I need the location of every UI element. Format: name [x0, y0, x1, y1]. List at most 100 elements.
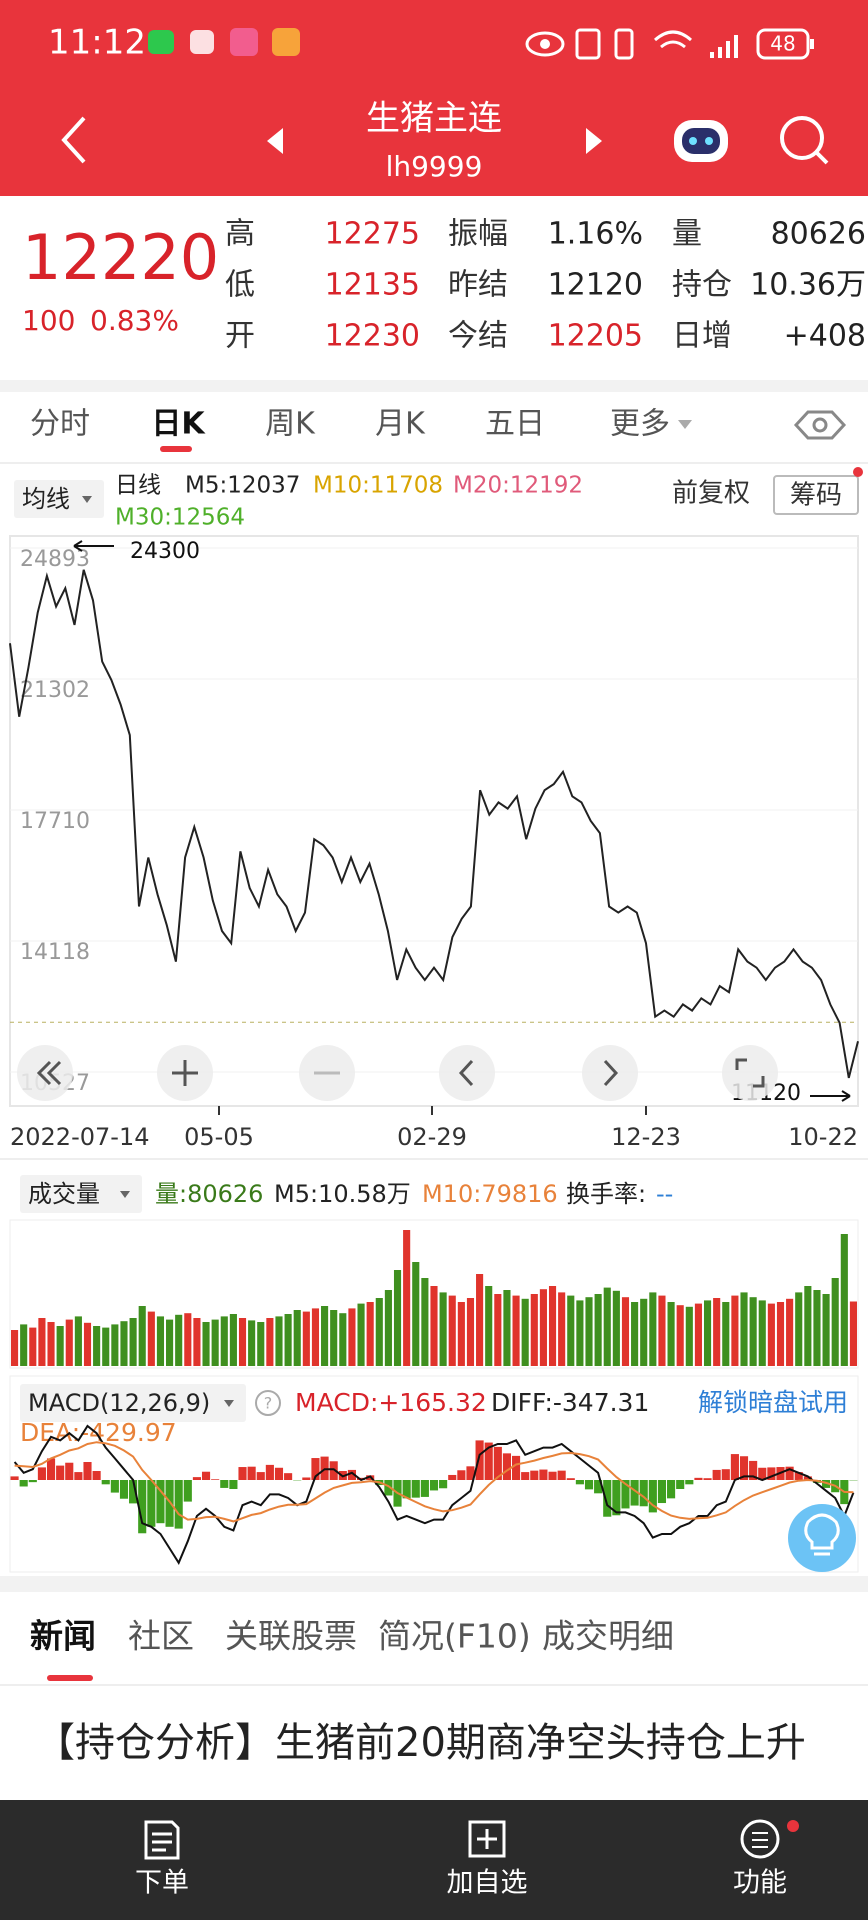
volume-bar [147, 1311, 155, 1366]
macd-bar [46, 1458, 56, 1480]
macd-bar [420, 1480, 429, 1497]
volume-bar [594, 1294, 602, 1366]
zoom-out-full[interactable] [17, 1045, 73, 1101]
macd-bar [566, 1478, 575, 1480]
volume-bar [120, 1321, 128, 1366]
period-tab[interactable]: 更多 [610, 407, 670, 442]
macd-bar [539, 1469, 548, 1480]
x-tick-label: 05-05 [184, 1123, 254, 1151]
ma-selector[interactable] [14, 480, 104, 518]
volume-bar [512, 1295, 520, 1366]
macd-bar [65, 1462, 74, 1480]
macd-bar [411, 1480, 420, 1498]
period-tab[interactable]: 五日 [485, 407, 545, 442]
headline[interactable]: 【持仓分析】生猪前20期商净空头持仓上升 [35, 1720, 806, 1766]
back-button[interactable] [61, 116, 86, 164]
nav-item[interactable]: 加自选 [447, 1868, 528, 1899]
news-tab[interactable]: 社区 [128, 1617, 194, 1656]
turnover-value: -- [656, 1180, 673, 1208]
settings-button[interactable] [793, 410, 847, 440]
volume-bar [476, 1274, 484, 1366]
robot-face [682, 128, 720, 154]
macd-bar [384, 1480, 393, 1496]
dea-line [14, 1441, 854, 1523]
volume-bar [311, 1308, 320, 1366]
volume-legend-item: M10:79816 [422, 1180, 558, 1208]
macd-bar [439, 1480, 448, 1489]
badge [787, 1820, 799, 1832]
ma-legend: M5:12037 M10:11708 M20:12192 M30:12564 [115, 473, 583, 531]
volume-bar [694, 1303, 702, 1366]
prev-button[interactable] [267, 128, 283, 154]
tips-button[interactable] [788, 1504, 856, 1572]
macd-bar [329, 1461, 338, 1480]
nav-item[interactable]: 下单 [135, 1868, 189, 1899]
volume-bar [685, 1306, 693, 1366]
macd-bar [165, 1480, 174, 1527]
divider [0, 1576, 868, 1592]
robot-button[interactable] [674, 120, 728, 162]
scroll-right[interactable] [582, 1045, 638, 1101]
macd-bar [657, 1480, 667, 1504]
volume-bar [275, 1316, 283, 1366]
add-icon [468, 1820, 506, 1858]
period-tab[interactable]: 日K [151, 407, 206, 442]
volume-bar [530, 1294, 538, 1366]
macd-bar [676, 1480, 685, 1489]
volume-bar [612, 1290, 620, 1366]
volume-bar [776, 1302, 785, 1366]
macd-plot [9, 1375, 859, 1573]
price-change: 100 [22, 304, 75, 337]
macd-selector[interactable] [20, 1384, 246, 1422]
add-icon [477, 1829, 497, 1849]
period-tab[interactable]: 月K [375, 407, 426, 442]
volume-bar [56, 1326, 64, 1366]
eye-icon [540, 39, 550, 49]
news-tab[interactable]: 简况(F10) [378, 1617, 531, 1656]
macd-bar [794, 1472, 803, 1480]
macd-bar [201, 1471, 211, 1480]
help-button[interactable] [255, 1390, 281, 1416]
chips-button[interactable] [773, 475, 859, 515]
volume-selector-label: 成交量 [28, 1180, 100, 1208]
macd-bar [265, 1464, 274, 1480]
volume-bar [193, 1318, 201, 1366]
volume-bar [649, 1292, 657, 1366]
volume-bar [466, 1298, 475, 1366]
macd-bar [247, 1466, 256, 1480]
next-button[interactable] [586, 128, 602, 154]
menu-icon [740, 1819, 780, 1859]
volume-bar [576, 1300, 584, 1366]
badge [853, 467, 863, 477]
macd-bar [694, 1477, 703, 1480]
scroll-left[interactable] [439, 1045, 495, 1101]
news-tab[interactable]: 成交明细 [542, 1617, 674, 1656]
order-icon [144, 1820, 180, 1860]
adjust-label[interactable]: 前复权 [672, 479, 750, 509]
fullscreen[interactable] [722, 1045, 778, 1101]
volume-bar [740, 1292, 748, 1366]
volume-bar [795, 1292, 803, 1366]
volume-bar [321, 1306, 329, 1366]
news-tab[interactable]: 关联股票 [225, 1617, 357, 1656]
period-tab[interactable]: 周K [265, 407, 316, 442]
macd-bar [457, 1470, 466, 1480]
macd-bar [174, 1480, 183, 1529]
x-tick-label: 10-22 [788, 1123, 858, 1151]
quote-value: 80626 [771, 217, 866, 252]
news-tab[interactable]: 新闻 [30, 1617, 96, 1656]
volume-selector[interactable] [20, 1175, 142, 1213]
divider [0, 462, 868, 464]
high-arrow [73, 540, 114, 552]
unlock-link[interactable]: 解锁暗盘试用 [698, 1388, 848, 1417]
nav-item[interactable]: 功能 [733, 1868, 787, 1899]
volume-bar [421, 1278, 429, 1366]
macd-bar [594, 1480, 603, 1494]
macd-chart [10, 1424, 858, 1565]
y-tick-label: 17710 [20, 809, 90, 834]
period-tab[interactable]: 分时 [30, 407, 90, 442]
volume-bar [703, 1300, 712, 1366]
search-button[interactable] [780, 116, 824, 160]
volume-bar [558, 1292, 566, 1366]
